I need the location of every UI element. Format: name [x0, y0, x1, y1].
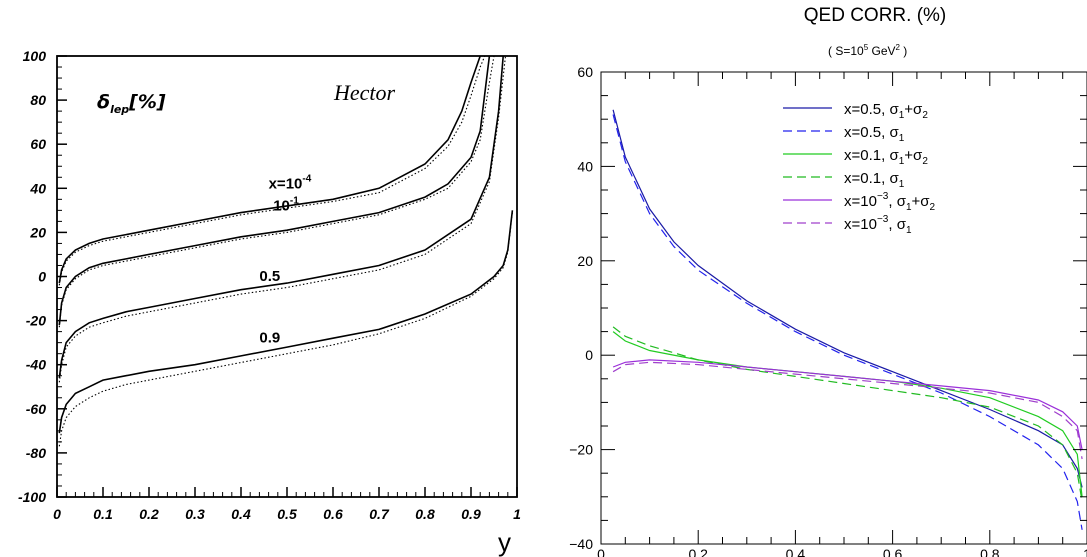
legend-entry-label: x=10−3, σ1: [844, 214, 912, 236]
left-curves: [58, 55, 514, 447]
left-chart: 100 80 60 40 20 0 -20 -40 -60 -80 -100 0 0.1 0.2 0.3 0.…: [18, 48, 521, 557]
right-y-tick-label: 20: [577, 253, 593, 269]
left-x-tick-label: 0.8: [415, 506, 435, 522]
left-x-tick-label: 1: [513, 506, 521, 522]
left-x-tick-label: 0.2: [139, 506, 159, 522]
left-plot-frame: [56, 55, 518, 498]
left-series-line-0: [58, 55, 481, 284]
right-series-line-1: [612, 114, 1083, 530]
left-series-line-4: [58, 55, 504, 379]
right-x-tick-label: 0.8: [980, 546, 1000, 557]
left-x-tick-label: 0.7: [369, 506, 390, 522]
right-series-line-3: [612, 326, 1083, 502]
right-chart-title: QED CORR. (%): [804, 5, 947, 26]
right-y-tick-label: −20: [569, 442, 593, 458]
left-axis-ticks: 100 80 60 40 20 0 -20 -40 -60 -80 -100 0 0.1 0.2 0.3 0.…: [18, 48, 521, 522]
right-axis-ticks: 60 40 20 0 −20 −40 0 0.2 0.4 0.6 0.8 1: [569, 64, 1087, 557]
left-x-tick-label: 0.3: [185, 506, 205, 522]
right-y-tick-label: −40: [569, 536, 593, 552]
left-y-tick-label: -20: [26, 313, 46, 329]
left-annotation-hector: Hector: [333, 80, 396, 105]
right-x-tick-label: 0: [597, 546, 605, 557]
right-x-tick-label: 0.4: [786, 546, 806, 557]
right-x-tick-label: 1: [1083, 546, 1087, 557]
left-y-tick-label: 0: [38, 269, 46, 285]
left-y-tick-label: 40: [29, 180, 46, 196]
left-series-line-5: [58, 55, 507, 383]
left-series-line-7: [58, 212, 513, 447]
left-series-line-2: [58, 55, 491, 326]
left-x-tick-label: 0: [53, 506, 61, 522]
right-series-line-0: [612, 109, 1083, 488]
left-y-tick-label: 60: [30, 136, 46, 152]
left-x-tick-label: 0.1: [93, 506, 113, 522]
left-y-tick-label: -40: [26, 357, 46, 373]
left-curve-label: 0.5: [259, 268, 280, 285]
left-x-tick-label: 0.6: [323, 506, 343, 522]
right-y-tick-label: 40: [577, 158, 593, 174]
left-y-tick-label: 100: [23, 48, 47, 64]
left-x-tick-label: 0.5: [277, 506, 297, 522]
left-x-axis-label: y: [498, 527, 511, 557]
left-y-tick-label: 20: [29, 224, 46, 240]
legend-entry-label: x=0.5, σ1+σ2: [844, 101, 928, 121]
right-y-tick-label: 0: [585, 347, 593, 363]
right-series-line-5: [612, 361, 1083, 460]
right-chart: QED CORR. (%) ( S=105 GeV2 ) 60 40 20 0 −20 −…: [569, 5, 1087, 557]
legend-entry-label: x=10−3, σ1+σ2: [844, 191, 936, 213]
right-chart-subtitle: ( S=105 GeV2 ): [828, 43, 907, 58]
left-y-tick-label: -60: [26, 401, 46, 417]
right-y-tick-label: 60: [577, 64, 593, 80]
left-series-line-3: [58, 55, 495, 328]
legend-entry-label: x=0.1, σ1+σ2: [844, 147, 928, 167]
left-x-tick-label: 0.4: [231, 506, 251, 522]
left-curve-label: 0.9: [259, 330, 280, 347]
left-y-tick-label: 80: [30, 92, 46, 108]
left-x-tick-label: 0.9: [461, 506, 481, 522]
right-plot-frame: [600, 71, 1087, 545]
left-curve-label: x=10-4: [269, 173, 312, 192]
left-curve-label: 10-1: [273, 195, 299, 214]
left-series-line-6: [58, 210, 514, 434]
left-annotation-delta: δlep[%]: [97, 91, 166, 116]
legend-entry-label: x=0.5, σ1: [844, 124, 905, 144]
left-y-tick-label: -80: [26, 445, 46, 461]
left-series-line-1: [58, 55, 486, 286]
left-curve-labels: x=10-4 10-1 0.5 0.9: [259, 173, 311, 346]
right-x-tick-label: 0.6: [883, 546, 903, 557]
right-x-tick-label: 0.2: [688, 546, 708, 557]
right-series-line-4: [612, 359, 1083, 450]
legend-entry-label: x=0.1, σ1: [844, 170, 905, 190]
left-y-tick-label: -100: [18, 489, 46, 505]
right-legend: x=0.5, σ1+σ2 x=0.5, σ1 x=0.1, σ1+σ2 x=0.1, …: [783, 101, 936, 236]
right-curves: [612, 109, 1083, 530]
